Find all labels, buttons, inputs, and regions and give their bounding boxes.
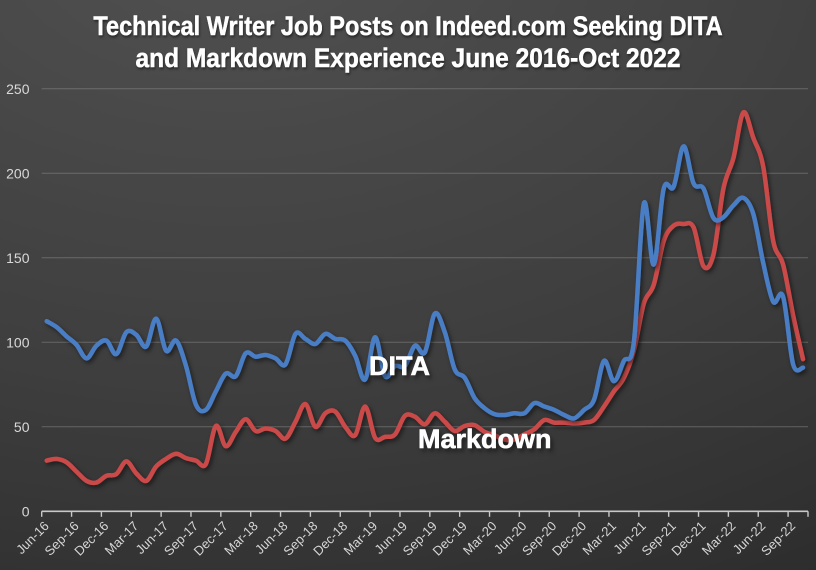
svg-text:250: 250: [6, 81, 30, 97]
svg-text:50: 50: [14, 419, 30, 435]
svg-text:Mar-19: Mar-19: [340, 518, 380, 558]
svg-text:100: 100: [6, 334, 30, 350]
svg-text:200: 200: [6, 165, 30, 181]
svg-text:Mar-22: Mar-22: [699, 518, 739, 558]
svg-text:Mar-18: Mar-18: [221, 518, 261, 558]
svg-text:Mar-17: Mar-17: [102, 518, 142, 558]
svg-text:Sep-22: Sep-22: [758, 518, 798, 558]
svg-text:0: 0: [22, 503, 30, 519]
svg-text:Mar-21: Mar-21: [579, 518, 619, 558]
svg-text:150: 150: [6, 250, 30, 266]
svg-text:Mar-20: Mar-20: [460, 518, 500, 558]
